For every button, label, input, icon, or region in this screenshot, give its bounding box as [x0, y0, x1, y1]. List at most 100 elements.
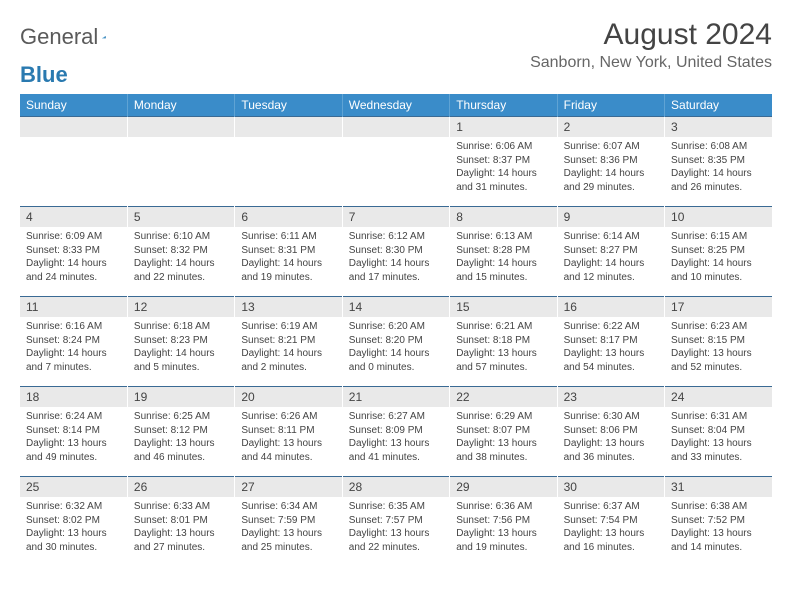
day-number: 6 [235, 207, 341, 227]
day-number: 28 [343, 477, 449, 497]
day-details: Sunrise: 6:12 AMSunset: 8:30 PMDaylight:… [343, 227, 449, 288]
day-details: Sunrise: 6:35 AMSunset: 7:57 PMDaylight:… [343, 497, 449, 558]
day-details: Sunrise: 6:26 AMSunset: 8:11 PMDaylight:… [235, 407, 341, 468]
day-number: 27 [235, 477, 341, 497]
day-header: Tuesday [235, 94, 342, 117]
day-number: 16 [558, 297, 664, 317]
calendar-day-cell: 12Sunrise: 6:18 AMSunset: 8:23 PMDayligh… [127, 297, 234, 387]
day-number: 8 [450, 207, 556, 227]
day-number: 14 [343, 297, 449, 317]
day-details: Sunrise: 6:38 AMSunset: 7:52 PMDaylight:… [665, 497, 772, 558]
day-number: 15 [450, 297, 556, 317]
calendar-day-cell: 6Sunrise: 6:11 AMSunset: 8:31 PMDaylight… [235, 207, 342, 297]
calendar-day-cell [235, 117, 342, 207]
calendar-day-cell: 10Sunrise: 6:15 AMSunset: 8:25 PMDayligh… [665, 207, 772, 297]
location-text: Sanborn, New York, United States [530, 54, 772, 72]
calendar-day-cell: 21Sunrise: 6:27 AMSunset: 8:09 PMDayligh… [342, 387, 449, 477]
day-number: 11 [20, 297, 127, 317]
calendar-day-cell: 24Sunrise: 6:31 AMSunset: 8:04 PMDayligh… [665, 387, 772, 477]
day-details: Sunrise: 6:19 AMSunset: 8:21 PMDaylight:… [235, 317, 341, 378]
day-details: Sunrise: 6:24 AMSunset: 8:14 PMDaylight:… [20, 407, 127, 468]
day-number: 18 [20, 387, 127, 407]
calendar-day-cell: 29Sunrise: 6:36 AMSunset: 7:56 PMDayligh… [450, 477, 557, 567]
day-details: Sunrise: 6:31 AMSunset: 8:04 PMDaylight:… [665, 407, 772, 468]
calendar-day-cell: 14Sunrise: 6:20 AMSunset: 8:20 PMDayligh… [342, 297, 449, 387]
day-number: 31 [665, 477, 772, 497]
day-number: 26 [128, 477, 234, 497]
calendar-day-cell [127, 117, 234, 207]
calendar-day-cell: 1Sunrise: 6:06 AMSunset: 8:37 PMDaylight… [450, 117, 557, 207]
day-details: Sunrise: 6:13 AMSunset: 8:28 PMDaylight:… [450, 227, 556, 288]
day-details: Sunrise: 6:07 AMSunset: 8:36 PMDaylight:… [558, 137, 664, 198]
calendar-week-row: 11Sunrise: 6:16 AMSunset: 8:24 PMDayligh… [20, 297, 772, 387]
calendar-day-cell: 11Sunrise: 6:16 AMSunset: 8:24 PMDayligh… [20, 297, 127, 387]
day-number: 3 [665, 117, 772, 137]
day-details: Sunrise: 6:21 AMSunset: 8:18 PMDaylight:… [450, 317, 556, 378]
calendar-day-cell: 18Sunrise: 6:24 AMSunset: 8:14 PMDayligh… [20, 387, 127, 477]
day-details: Sunrise: 6:32 AMSunset: 8:02 PMDaylight:… [20, 497, 127, 558]
day-details: Sunrise: 6:06 AMSunset: 8:37 PMDaylight:… [450, 137, 556, 198]
day-number: 25 [20, 477, 127, 497]
day-details: Sunrise: 6:23 AMSunset: 8:15 PMDaylight:… [665, 317, 772, 378]
day-number: 7 [343, 207, 449, 227]
calendar-day-cell: 16Sunrise: 6:22 AMSunset: 8:17 PMDayligh… [557, 297, 664, 387]
day-details: Sunrise: 6:27 AMSunset: 8:09 PMDaylight:… [343, 407, 449, 468]
calendar-day-cell: 31Sunrise: 6:38 AMSunset: 7:52 PMDayligh… [665, 477, 772, 567]
calendar-day-cell: 22Sunrise: 6:29 AMSunset: 8:07 PMDayligh… [450, 387, 557, 477]
day-number [343, 117, 449, 137]
logo-word-blue: Blue [20, 62, 68, 88]
calendar-table: SundayMondayTuesdayWednesdayThursdayFrid… [20, 94, 772, 567]
day-number: 19 [128, 387, 234, 407]
day-header-row: SundayMondayTuesdayWednesdayThursdayFrid… [20, 94, 772, 117]
calendar-day-cell: 8Sunrise: 6:13 AMSunset: 8:28 PMDaylight… [450, 207, 557, 297]
day-number: 12 [128, 297, 234, 317]
calendar-day-cell: 9Sunrise: 6:14 AMSunset: 8:27 PMDaylight… [557, 207, 664, 297]
day-number: 9 [558, 207, 664, 227]
day-header: Wednesday [342, 94, 449, 117]
day-number [128, 117, 234, 137]
day-details: Sunrise: 6:11 AMSunset: 8:31 PMDaylight:… [235, 227, 341, 288]
day-details: Sunrise: 6:30 AMSunset: 8:06 PMDaylight:… [558, 407, 664, 468]
day-details: Sunrise: 6:16 AMSunset: 8:24 PMDaylight:… [20, 317, 127, 378]
day-number [20, 117, 127, 137]
calendar-day-cell: 3Sunrise: 6:08 AMSunset: 8:35 PMDaylight… [665, 117, 772, 207]
calendar-day-cell: 17Sunrise: 6:23 AMSunset: 8:15 PMDayligh… [665, 297, 772, 387]
calendar-week-row: 4Sunrise: 6:09 AMSunset: 8:33 PMDaylight… [20, 207, 772, 297]
calendar-day-cell: 23Sunrise: 6:30 AMSunset: 8:06 PMDayligh… [557, 387, 664, 477]
day-number: 23 [558, 387, 664, 407]
calendar-day-cell: 25Sunrise: 6:32 AMSunset: 8:02 PMDayligh… [20, 477, 127, 567]
calendar-day-cell: 19Sunrise: 6:25 AMSunset: 8:12 PMDayligh… [127, 387, 234, 477]
day-number: 2 [558, 117, 664, 137]
logo-word-general: General [20, 24, 98, 50]
title-block: August 2024 Sanborn, New York, United St… [530, 18, 772, 72]
day-number: 21 [343, 387, 449, 407]
day-number: 29 [450, 477, 556, 497]
calendar-day-cell: 15Sunrise: 6:21 AMSunset: 8:18 PMDayligh… [450, 297, 557, 387]
day-details: Sunrise: 6:33 AMSunset: 8:01 PMDaylight:… [128, 497, 234, 558]
calendar-day-cell [20, 117, 127, 207]
day-number: 5 [128, 207, 234, 227]
day-number: 22 [450, 387, 556, 407]
day-header: Thursday [450, 94, 557, 117]
calendar-day-cell: 2Sunrise: 6:07 AMSunset: 8:36 PMDaylight… [557, 117, 664, 207]
logo: General [20, 18, 126, 50]
day-details: Sunrise: 6:37 AMSunset: 7:54 PMDaylight:… [558, 497, 664, 558]
day-number [235, 117, 341, 137]
calendar-day-cell: 4Sunrise: 6:09 AMSunset: 8:33 PMDaylight… [20, 207, 127, 297]
logo-triangle-icon [102, 29, 106, 45]
calendar-week-row: 25Sunrise: 6:32 AMSunset: 8:02 PMDayligh… [20, 477, 772, 567]
day-details: Sunrise: 6:18 AMSunset: 8:23 PMDaylight:… [128, 317, 234, 378]
calendar-day-cell: 5Sunrise: 6:10 AMSunset: 8:32 PMDaylight… [127, 207, 234, 297]
day-header: Saturday [665, 94, 772, 117]
calendar-week-row: 1Sunrise: 6:06 AMSunset: 8:37 PMDaylight… [20, 117, 772, 207]
day-details: Sunrise: 6:14 AMSunset: 8:27 PMDaylight:… [558, 227, 664, 288]
day-details: Sunrise: 6:36 AMSunset: 7:56 PMDaylight:… [450, 497, 556, 558]
calendar-day-cell: 13Sunrise: 6:19 AMSunset: 8:21 PMDayligh… [235, 297, 342, 387]
day-number: 24 [665, 387, 772, 407]
day-details: Sunrise: 6:22 AMSunset: 8:17 PMDaylight:… [558, 317, 664, 378]
day-number: 10 [665, 207, 772, 227]
day-number: 17 [665, 297, 772, 317]
day-number: 30 [558, 477, 664, 497]
calendar-day-cell: 20Sunrise: 6:26 AMSunset: 8:11 PMDayligh… [235, 387, 342, 477]
day-header: Monday [127, 94, 234, 117]
